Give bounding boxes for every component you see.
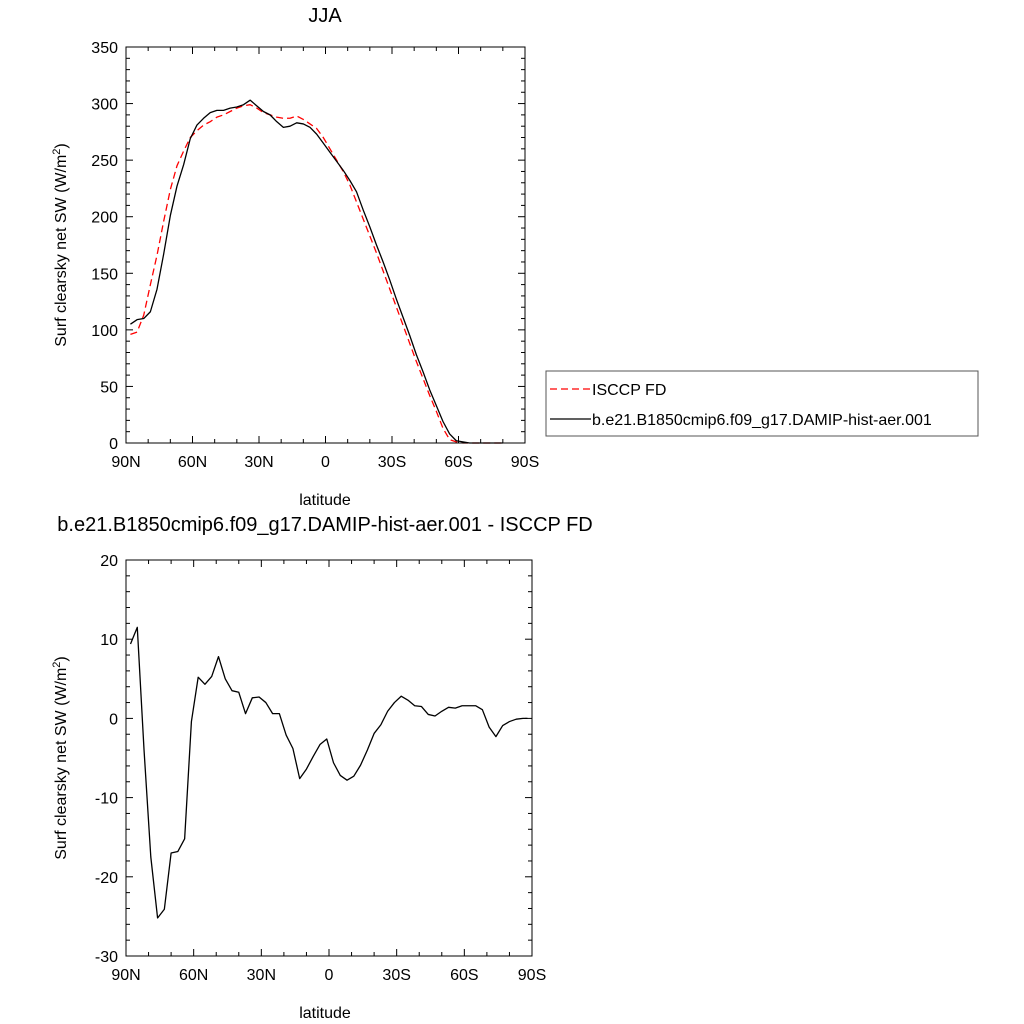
top-x-tick-label: 60N	[178, 454, 207, 471]
top-y-axis-label: Surf clearsky net SW (W/m2)	[51, 143, 70, 346]
bottom-x-axis-label: latitude	[299, 1005, 351, 1022]
bottom-x-tick-label: 60N	[179, 967, 208, 984]
bottom-x-tick-label: 30S	[382, 967, 410, 984]
bottom-y-label-close: )	[53, 656, 70, 661]
top-x-tick-label: 30S	[378, 454, 406, 471]
bottom-x-tick-label: 90S	[518, 967, 546, 984]
bottom-y-label-main: Surf clearsky net SW (W/m	[53, 668, 70, 860]
bottom-x-tick-label: 30N	[247, 967, 276, 984]
top-y-tick-label: 0	[109, 436, 118, 453]
top-y-label-main: Surf clearsky net SW (W/m	[53, 155, 70, 347]
top-y-tick-label: 100	[91, 323, 118, 340]
top-x-tick-label: 30N	[244, 454, 273, 471]
top-y-label-close: )	[53, 143, 70, 148]
top-y-tick-label: 50	[100, 379, 118, 396]
top-y-tick-label: 200	[91, 210, 118, 227]
bottom-plot-frame	[125, 559, 533, 957]
bottom-y-tick-label: 0	[109, 711, 118, 728]
top-x-tick-label: 90N	[111, 454, 140, 471]
bottom-y-tick-label: -10	[95, 791, 118, 808]
bottom-x-tick-label: 60S	[450, 967, 478, 984]
bottom-panel: b.e21.B1850cmip6.f09_g17.DAMIP-hist-aer.…	[51, 514, 593, 1022]
bottom-y-axis-label: Surf clearsky net SW (W/m2)	[51, 656, 70, 859]
bottom-y-tick-label: -20	[95, 870, 118, 887]
top-y-tick-label: 150	[91, 266, 118, 283]
top-x-tick-label: 0	[321, 454, 330, 471]
difference-line	[129, 626, 528, 919]
bottom-y-tick-label: 10	[100, 632, 118, 649]
top-panel: JJA 90N 60N 30N 0 30S 60S 90S 0 50 100 150 200 250 30…	[51, 5, 979, 509]
legend: ISCCP FD b.e21.B1850cmip6.f09_g17.DAMIP-…	[545, 370, 979, 437]
bottom-y-tick-label: 20	[100, 553, 118, 570]
legend-box	[545, 370, 979, 437]
legend-label-isccp: ISCCP FD	[592, 382, 666, 399]
bottom-x-tick-label: 90N	[111, 967, 140, 984]
bottom-chart-title: b.e21.B1850cmip6.f09_g17.DAMIP-hist-aer.…	[57, 514, 592, 536]
top-x-axis-label: latitude	[299, 492, 351, 509]
top-y-tick-label: 350	[91, 40, 118, 57]
top-x-tick-label: 90S	[511, 454, 539, 471]
top-y-tick-label: 300	[91, 97, 118, 114]
bottom-x-tick-label: 0	[325, 967, 334, 984]
top-x-tick-label: 60S	[444, 454, 472, 471]
bottom-y-tick-label: -30	[95, 949, 118, 966]
top-chart-title: JJA	[308, 5, 342, 27]
top-plot-frame	[125, 46, 526, 444]
model-line	[130, 99, 503, 444]
legend-label-model: b.e21.B1850cmip6.f09_g17.DAMIP-hist-aer.…	[592, 412, 932, 429]
bottom-y-label-superscript: 2	[51, 662, 63, 668]
top-y-label-superscript: 2	[51, 149, 63, 155]
top-y-tick-label: 250	[91, 153, 118, 170]
